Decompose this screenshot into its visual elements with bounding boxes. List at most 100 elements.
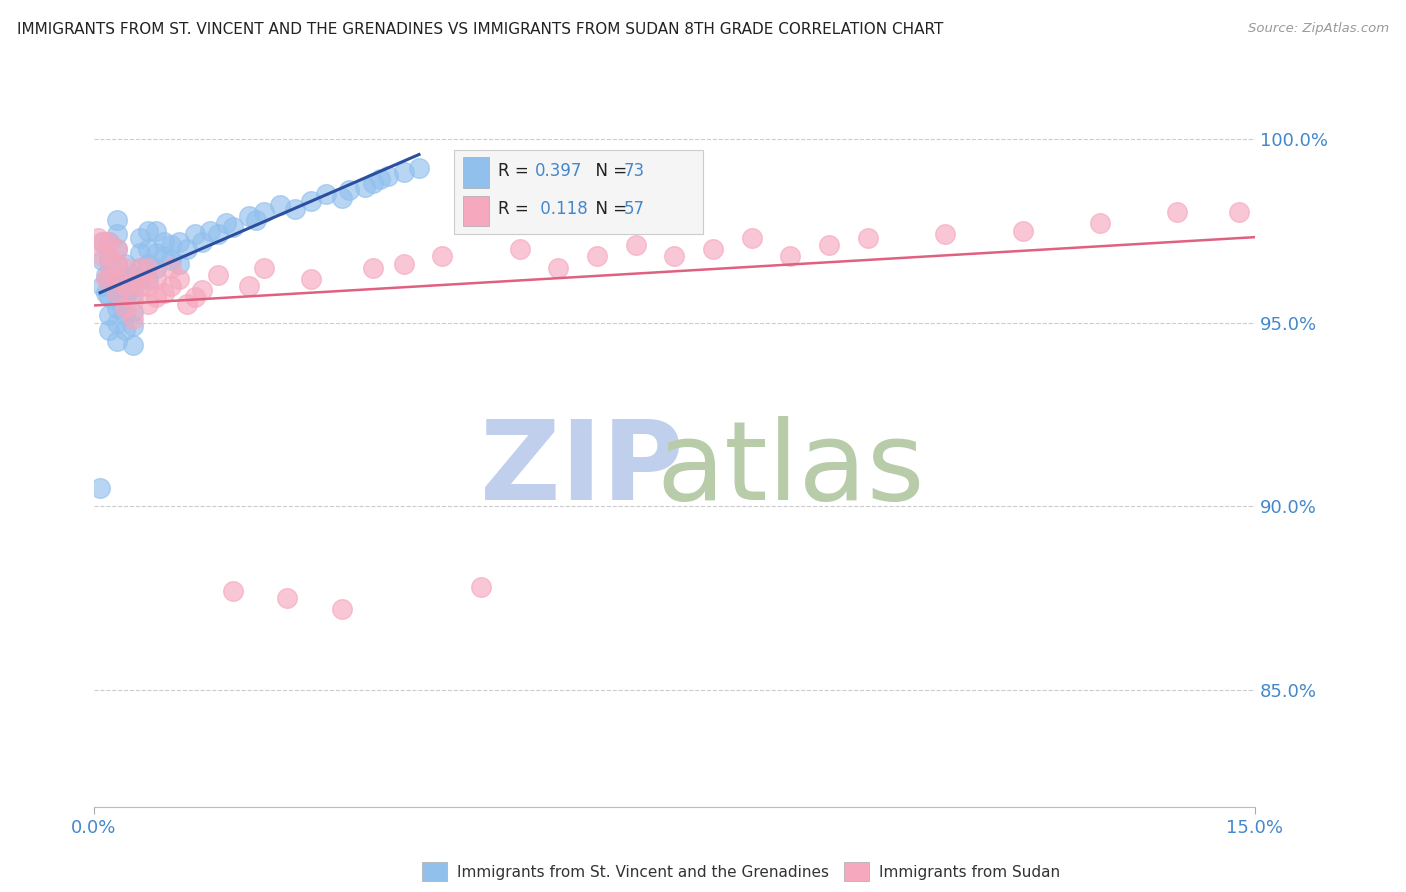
Point (353, 179, 375, 194)
Point (105, 242, 128, 256)
Point (118, 283, 141, 297)
Text: R =: R = (498, 161, 534, 179)
Point (253, 205, 276, 219)
Point (470, 580, 492, 594)
Point (136, 260, 159, 275)
Point (934, 227, 956, 242)
Point (121, 286, 143, 301)
Text: 57: 57 (623, 200, 644, 218)
Point (98, 308, 121, 322)
Point (90, 278, 112, 293)
Point (1166, 205, 1188, 219)
Point (145, 260, 167, 275)
Point (90, 235, 112, 249)
Point (114, 257, 136, 271)
Point (114, 278, 136, 293)
Point (253, 260, 276, 275)
Text: Source: ZipAtlas.com: Source: ZipAtlas.com (1249, 22, 1389, 36)
Point (136, 278, 159, 293)
Bar (463, 157, 489, 188)
Point (160, 278, 183, 293)
Point (110, 297, 132, 311)
Point (167, 257, 190, 271)
Point (103, 271, 125, 285)
Point (392, 257, 415, 271)
Text: ZIP: ZIP (479, 416, 683, 523)
Point (702, 242, 724, 256)
Point (145, 290, 167, 304)
Point (160, 253, 183, 268)
Point (167, 235, 190, 249)
Point (136, 242, 159, 256)
Text: 0.397: 0.397 (536, 161, 582, 179)
Point (160, 238, 183, 252)
Point (1229, 205, 1251, 219)
Point (207, 268, 229, 282)
Point (191, 283, 214, 297)
Point (432, 250, 454, 264)
Point (105, 257, 128, 271)
Point (586, 250, 609, 264)
Point (114, 290, 136, 304)
Point (1088, 217, 1111, 231)
Point (779, 250, 801, 264)
Point (121, 268, 143, 282)
FancyBboxPatch shape (454, 150, 703, 235)
Point (238, 278, 260, 293)
Text: atlas: atlas (657, 416, 925, 523)
Point (509, 242, 531, 256)
Text: N =: N = (585, 161, 633, 179)
Point (145, 245, 167, 260)
Point (129, 231, 152, 245)
Point (94, 268, 117, 282)
Point (377, 169, 399, 183)
Point (176, 297, 198, 311)
Point (198, 224, 221, 238)
Point (818, 238, 841, 252)
Point (207, 227, 229, 242)
Point (98, 235, 121, 249)
Bar (463, 195, 489, 227)
Point (94, 271, 117, 285)
Point (129, 260, 152, 275)
Point (105, 316, 128, 330)
Point (136, 257, 159, 271)
Point (238, 209, 260, 223)
Point (152, 235, 174, 249)
Point (105, 271, 128, 285)
Point (114, 271, 136, 285)
Point (98, 250, 121, 264)
Text: Immigrants from Sudan: Immigrants from Sudan (879, 865, 1060, 880)
Point (105, 286, 128, 301)
Point (121, 319, 143, 334)
Point (105, 257, 128, 271)
Point (105, 242, 128, 256)
Point (183, 227, 205, 242)
Point (114, 308, 136, 322)
Point (160, 260, 183, 275)
Point (392, 165, 415, 179)
Point (315, 187, 337, 202)
Point (94, 286, 117, 301)
Text: IMMIGRANTS FROM ST. VINCENT AND THE GRENADINES VS IMMIGRANTS FROM SUDAN 8TH GRAD: IMMIGRANTS FROM ST. VINCENT AND THE GREN… (17, 22, 943, 37)
Point (145, 271, 167, 285)
Point (129, 278, 152, 293)
Point (87, 231, 110, 245)
Point (129, 245, 152, 260)
Point (98, 290, 121, 304)
Point (136, 297, 159, 311)
Point (330, 191, 353, 205)
Point (183, 290, 205, 304)
Point (299, 271, 322, 285)
Point (214, 217, 236, 231)
Point (90, 250, 112, 264)
Point (105, 286, 128, 301)
Point (269, 198, 291, 212)
Point (337, 183, 360, 197)
Point (284, 202, 307, 216)
Text: R =: R = (498, 200, 534, 218)
Point (121, 275, 143, 289)
Point (129, 271, 152, 285)
Point (856, 231, 879, 245)
Point (98, 323, 121, 337)
